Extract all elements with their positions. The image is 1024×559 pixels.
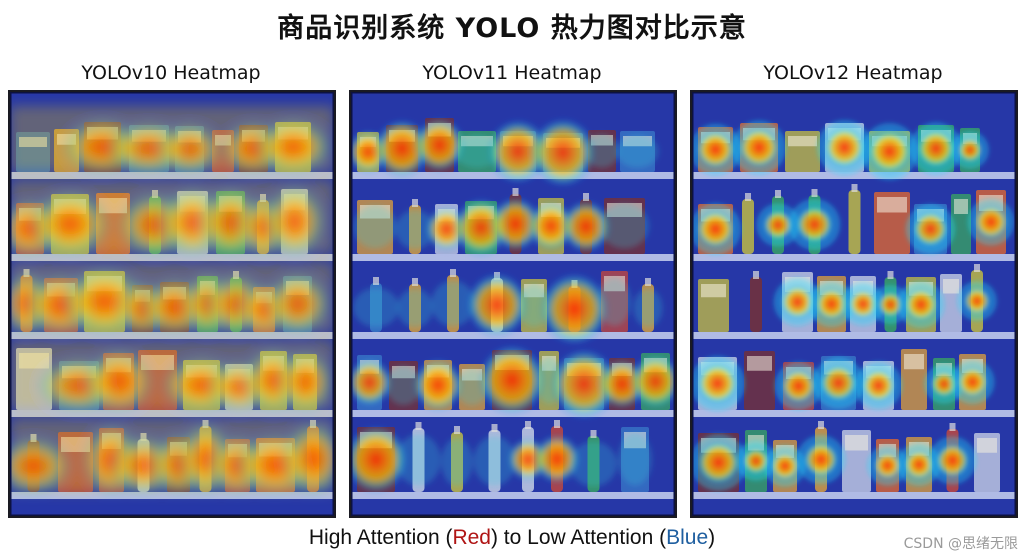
shelf-board: [10, 172, 334, 179]
shelf-board: [10, 254, 334, 261]
panel-title-yolov11: YOLOv11 Heatmap: [422, 62, 602, 84]
heatmap-panel-yolov11: [349, 90, 677, 518]
shelf-board: [351, 254, 675, 261]
shelf-board: [10, 410, 334, 417]
bottle: [750, 277, 762, 332]
watermark: CSDN @思绪无限: [903, 536, 1018, 552]
bottle: [848, 190, 861, 254]
caption-blue-word: Blue: [666, 526, 709, 549]
caption-red-word: Red: [452, 526, 491, 549]
caption-before: High Attention (: [308, 526, 453, 549]
shelf-board: [692, 332, 1016, 339]
page-title: 商品识别系统 YOLO 热力图对比示意: [277, 13, 747, 44]
panel-title-yolov12: YOLOv12 Heatmap: [763, 62, 943, 84]
caption-after: ): [708, 526, 716, 549]
legend-caption: High Attention (Red) to Low Attention (B…: [0, 526, 1024, 550]
bottle: [742, 199, 754, 254]
shelf-board: [692, 410, 1016, 417]
heatmap-panel-yolov10: [8, 90, 336, 518]
shelf-board: [351, 492, 675, 499]
heatmap-panel-yolov12: [690, 90, 1018, 518]
shelf-board: [692, 254, 1016, 261]
panel-title-yolov10: YOLOv10 Heatmap: [81, 62, 261, 84]
shelf-board: [692, 172, 1016, 179]
shelf-board: [351, 332, 675, 339]
shelf-board: [10, 332, 334, 339]
heatmap-overlay: [10, 106, 334, 496]
shelf-board: [10, 492, 334, 499]
heatmap-overlay: [351, 117, 675, 494]
caption-middle: ) to Low Attention (: [490, 526, 667, 549]
shelf-board: [692, 492, 1016, 499]
heatmap-overlay: [692, 119, 1015, 491]
